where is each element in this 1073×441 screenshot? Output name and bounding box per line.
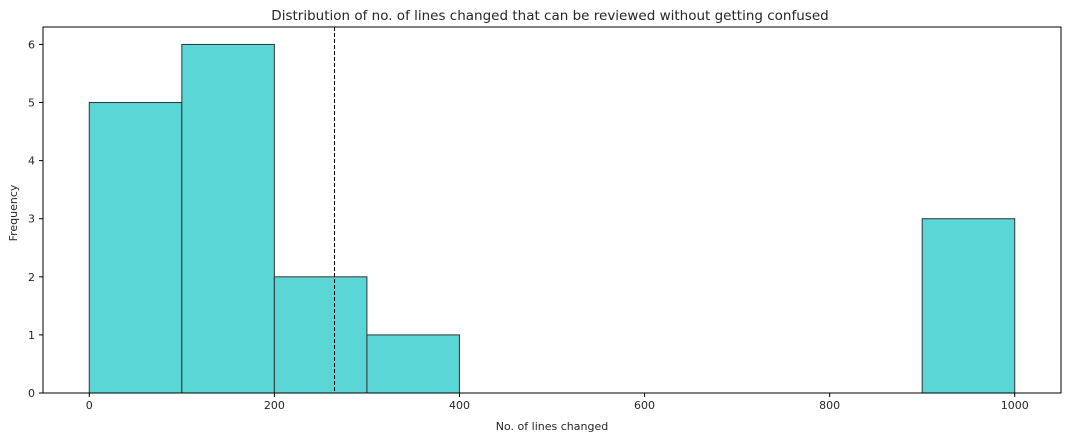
y-tick-label: 5 (28, 97, 35, 110)
chart-title: Distribution of no. of lines changed tha… (271, 8, 828, 24)
x-axis-label: No. of lines changed (496, 420, 608, 433)
y-axis-label: Frequency (7, 184, 20, 241)
y-tick-label: 0 (28, 387, 35, 400)
x-tick-label: 400 (449, 399, 470, 412)
y-axis-ticks: 0 1 2 3 4 5 6 (28, 38, 43, 400)
histogram-bar (273, 276, 368, 394)
x-tick-label: 200 (264, 399, 285, 412)
y-tick-label: 6 (28, 38, 35, 51)
histogram-bar (88, 102, 183, 394)
plot-frame (42, 26, 1062, 394)
y-tick-label: 1 (28, 329, 35, 342)
histogram-bar (921, 218, 1016, 394)
bars-group (88, 43, 1016, 394)
histogram-bar (366, 334, 460, 394)
y-tick-label: 2 (28, 271, 35, 284)
x-tick-label: 600 (634, 399, 655, 412)
x-tick-label: 1000 (1001, 399, 1029, 412)
y-tick-label: 3 (28, 213, 35, 226)
x-tick-label: 0 (86, 399, 93, 412)
x-axis-ticks: 0 200 400 600 800 1000 (86, 393, 1029, 412)
histogram-bar (181, 43, 275, 394)
x-tick-label: 800 (819, 399, 840, 412)
y-tick-label: 4 (28, 155, 35, 168)
